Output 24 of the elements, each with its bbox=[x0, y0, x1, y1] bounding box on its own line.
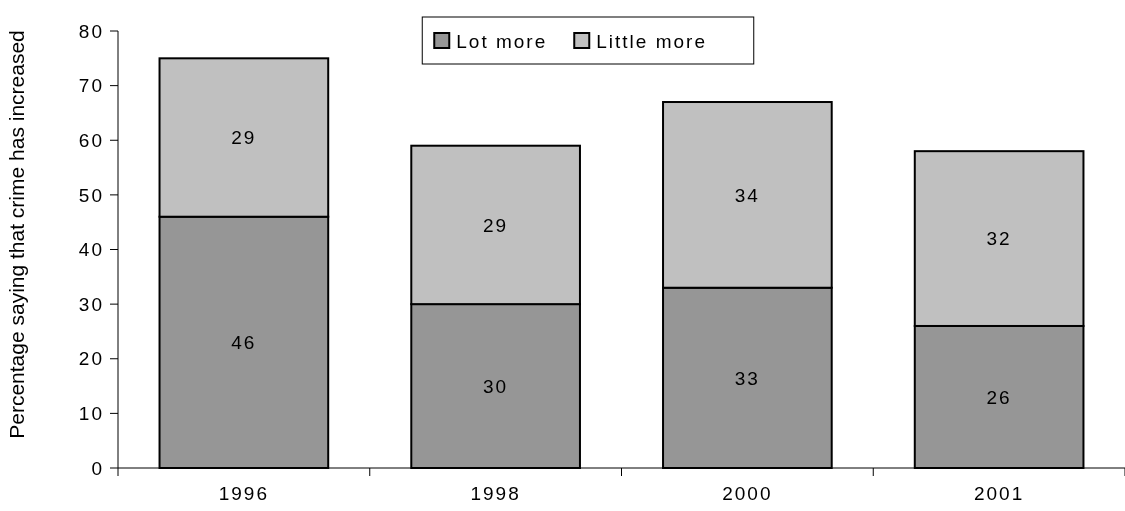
data-label: 32 bbox=[986, 228, 1012, 250]
x-tick-label: 2000 bbox=[722, 483, 773, 504]
x-tick-label: 1996 bbox=[218, 483, 270, 504]
y-tick-label: 80 bbox=[78, 20, 104, 42]
data-label: 34 bbox=[734, 184, 760, 206]
x-tick-label: 1998 bbox=[470, 483, 521, 504]
y-tick-label: 50 bbox=[78, 184, 104, 206]
x-tick-label: 2001 bbox=[973, 483, 1025, 504]
y-tick-label: 0 bbox=[91, 457, 104, 479]
data-label: 46 bbox=[231, 332, 257, 354]
y-tick-label: 40 bbox=[78, 239, 104, 261]
data-label: 29 bbox=[483, 214, 509, 236]
data-label: 30 bbox=[483, 375, 509, 397]
data-label: 33 bbox=[734, 367, 760, 389]
data-label: 29 bbox=[231, 127, 257, 149]
data-label: 26 bbox=[986, 386, 1012, 408]
y-tick-label: 60 bbox=[78, 129, 104, 151]
y-tick-label: 20 bbox=[78, 348, 104, 370]
y-axis-title: Percentage saying that crime has increased bbox=[5, 30, 28, 439]
legend-label: Little more bbox=[596, 30, 707, 52]
y-tick-label: 30 bbox=[78, 293, 104, 315]
y-tick-label: 10 bbox=[78, 403, 104, 425]
y-tick-label: 70 bbox=[78, 75, 104, 97]
legend-label: Lot more bbox=[456, 30, 548, 52]
